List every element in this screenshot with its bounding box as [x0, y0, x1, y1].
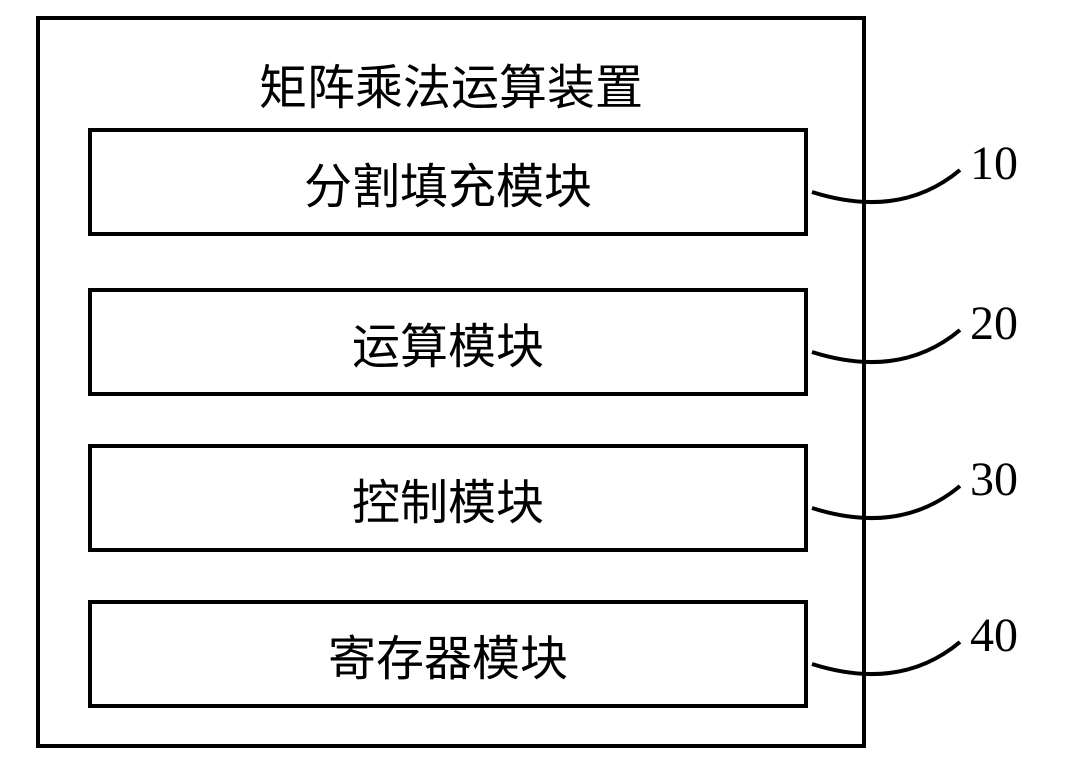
- callout-1: 20: [970, 296, 1018, 351]
- module-label-0: 分割填充模块: [304, 147, 592, 217]
- callout-2: 30: [970, 452, 1018, 507]
- diagram-title: 矩阵乘法运算装置: [40, 48, 862, 118]
- callout-3: 40: [970, 608, 1018, 663]
- callout-0: 10: [970, 136, 1018, 191]
- module-label-1: 运算模块: [352, 307, 544, 377]
- module-box-0: 分割填充模块: [88, 128, 808, 236]
- module-label-2: 控制模块: [352, 463, 544, 533]
- module-label-3: 寄存器模块: [328, 619, 568, 689]
- module-box-3: 寄存器模块: [88, 600, 808, 708]
- module-box-1: 运算模块: [88, 288, 808, 396]
- module-box-2: 控制模块: [88, 444, 808, 552]
